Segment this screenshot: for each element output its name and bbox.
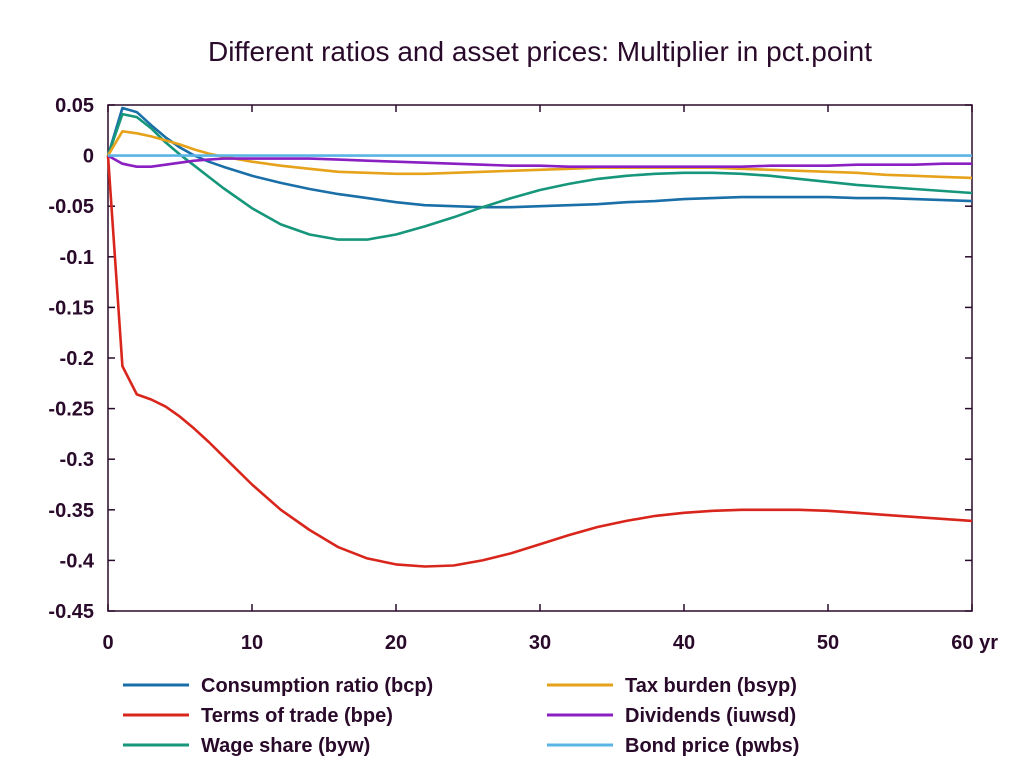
- y-tick-label: -0.2: [60, 348, 94, 370]
- legend-label: Wage share (byw): [201, 735, 370, 757]
- y-tick-label: 0.05: [55, 95, 94, 117]
- plot-frame: [107, 104, 973, 612]
- legend-label: Terms of trade (bpe): [201, 705, 393, 727]
- x-tick-label: 20: [385, 632, 407, 654]
- y-tick-label: -0.45: [48, 601, 94, 623]
- series-lines: [106, 106, 973, 568]
- legend-label: Consumption ratio (bcp): [201, 675, 433, 697]
- legend: Consumption ratio (bcp) Tax burden (bsyp)…: [123, 675, 799, 757]
- y-tick-label: -0.4: [60, 550, 95, 572]
- legend-label: Tax burden (bsyp): [625, 675, 797, 697]
- x-tick-label: 50: [817, 632, 839, 654]
- series-line-2: [106, 112, 973, 241]
- series-line-4: [107, 154, 972, 168]
- y-tick-label: -0.1: [60, 247, 94, 269]
- y-tick-label: -0.3: [60, 449, 94, 471]
- legend-label: Dividends (iuwsd): [625, 705, 796, 727]
- y-tick-label: 0: [83, 146, 94, 168]
- y-tick-label: -0.15: [48, 297, 94, 319]
- x-tick-label: 30: [529, 632, 551, 654]
- legend-label: Bond price (pwbs): [625, 735, 799, 757]
- y-tick-label: -0.25: [48, 399, 94, 421]
- series-line-1: [106, 155, 973, 568]
- x-tick-label: 40: [673, 632, 695, 654]
- axis-ticks: 0.05 0 -0.05 -0.1 -0.15 -0.2 -0.25 -0.3 -0.35 -0.…: [48, 95, 998, 654]
- series-line-3: [106, 130, 973, 180]
- x-tick-label: 10: [241, 632, 263, 654]
- x-tick-label: 60 yr: [951, 632, 998, 654]
- y-tick-label: -0.35: [48, 500, 94, 522]
- y-tick-label: -0.05: [48, 196, 94, 218]
- x-tick-label: 0: [102, 632, 113, 654]
- chart-title: Different ratios and asset prices: Multi…: [208, 36, 872, 67]
